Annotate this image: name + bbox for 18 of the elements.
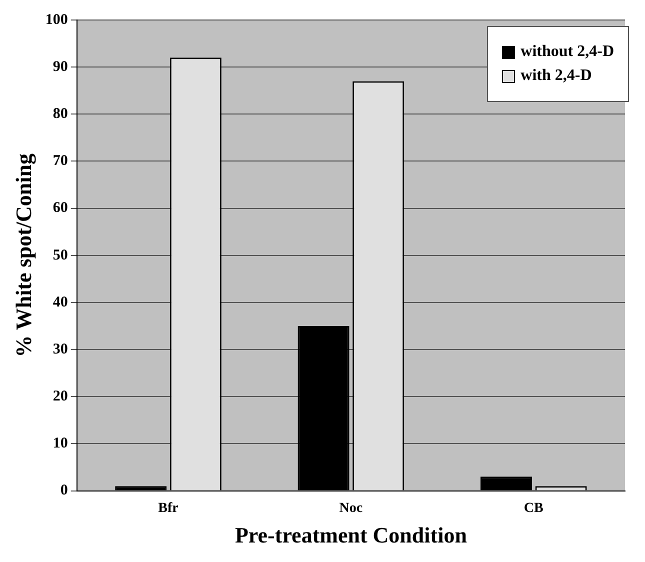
y-tick-label: 40 xyxy=(52,294,68,310)
y-tick-label: 0 xyxy=(60,482,68,499)
x-tick-label: Noc xyxy=(339,500,363,516)
y-axis-title: % White spot/Coning xyxy=(10,154,36,358)
legend-label: without 2,4-D xyxy=(520,43,614,61)
x-axis-title: Pre-treatment Condition xyxy=(234,522,467,548)
x-tick-label: Bfr xyxy=(158,500,178,516)
x-tick-label: CB xyxy=(524,500,544,516)
y-tick-label: 80 xyxy=(52,106,68,122)
y-tick-label: 50 xyxy=(52,247,68,264)
y-tick-label: 100 xyxy=(45,12,68,28)
y-tick-label: 70 xyxy=(52,153,68,170)
y-tick-label: 10 xyxy=(52,436,68,452)
y-tick-label: 20 xyxy=(52,388,68,405)
y-tick-label: 60 xyxy=(52,200,68,216)
legend-label: with 2,4-D xyxy=(520,67,592,85)
y-tick-label: 30 xyxy=(52,341,68,358)
y-tick-label: 90 xyxy=(52,58,68,75)
